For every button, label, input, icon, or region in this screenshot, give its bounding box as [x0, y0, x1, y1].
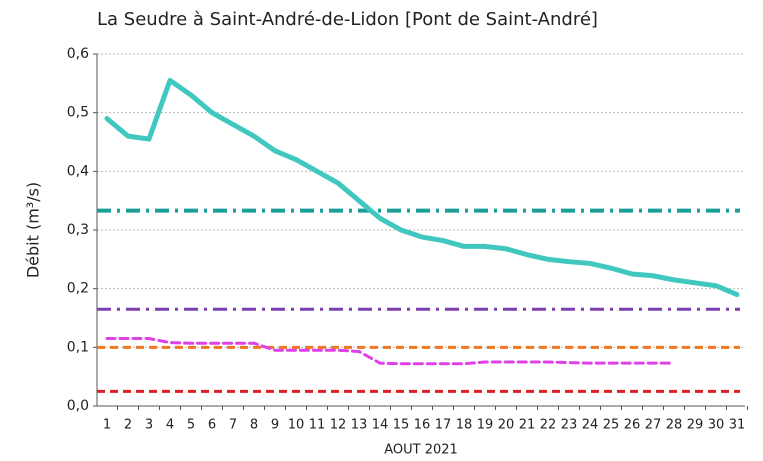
x-tick-label: 4: [166, 418, 174, 433]
x-axis-label: AOUT 2021: [384, 443, 458, 458]
x-tick-label: 7: [229, 418, 237, 433]
x-tick-label: 30: [708, 418, 725, 433]
x-tick-label: 21: [519, 418, 536, 433]
x-tick-label: 28: [666, 418, 683, 433]
y-tick-label: 0,1: [67, 339, 89, 355]
x-tick-label: 25: [603, 418, 620, 433]
x-tick-label: 9: [271, 418, 279, 433]
y-tick-label: 0,4: [67, 163, 89, 179]
x-tick-label: 26: [624, 418, 641, 433]
x-tick-label: 19: [477, 418, 494, 433]
x-tick-label: 5: [187, 418, 195, 433]
x-tick-label: 11: [309, 418, 326, 433]
x-tick-label: 3: [145, 418, 153, 433]
y-tick-label: 0,3: [67, 222, 89, 238]
x-tick-label: 31: [729, 418, 746, 433]
x-tick-label: 15: [393, 418, 410, 433]
x-tick-label: 29: [687, 418, 704, 433]
chart-title: La Seudre à Saint-André-de-Lidon [Pont d…: [97, 9, 598, 30]
x-tick-label: 1: [103, 418, 111, 433]
x-tick-label: 18: [456, 418, 473, 433]
x-tick-label: 12: [330, 418, 347, 433]
y-axis-label: Débit (m³/s): [24, 182, 43, 278]
x-tick-label: 27: [645, 418, 662, 433]
x-tick-label: 22: [540, 418, 557, 433]
x-tick-label: 24: [582, 418, 599, 433]
y-tick-label: 0,5: [67, 105, 89, 121]
y-tick-label: 0,0: [67, 398, 89, 414]
x-tick-label: 23: [561, 418, 578, 433]
x-tick-label: 14: [372, 418, 389, 433]
x-tick-label: 10: [288, 418, 305, 433]
x-tick-label: 20: [498, 418, 515, 433]
x-tick-label: 6: [208, 418, 216, 433]
x-tick-label: 17: [435, 418, 452, 433]
y-tick-label: 0,2: [67, 281, 89, 297]
series-line: [105, 337, 676, 366]
x-tick-label: 13: [351, 418, 368, 433]
y-tick-label: 0,6: [67, 46, 89, 62]
series-line: [104, 77, 740, 298]
x-tick-label: 2: [124, 418, 132, 433]
x-tick-label: 8: [250, 418, 258, 433]
x-tick-label: 16: [414, 418, 431, 433]
